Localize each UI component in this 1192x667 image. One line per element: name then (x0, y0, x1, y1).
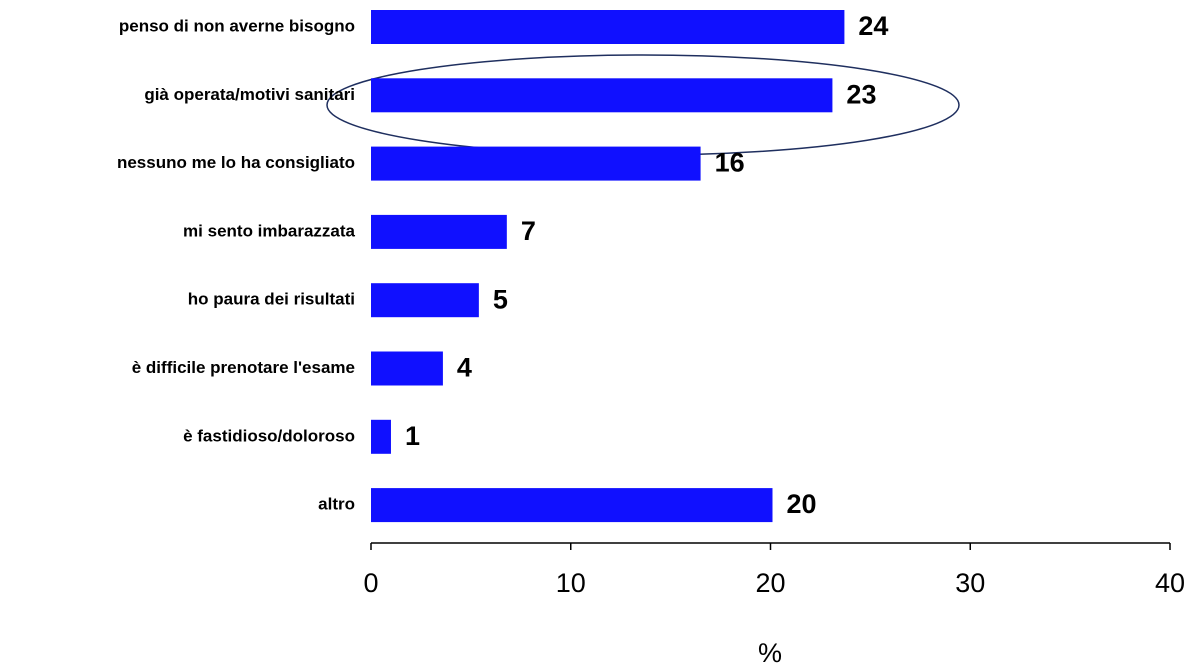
value-label: 23 (846, 79, 876, 109)
x-tick-label: 0 (363, 568, 378, 598)
bar (371, 488, 773, 523)
category-label: mi sento imbarazzata (183, 221, 355, 240)
bar (371, 146, 701, 181)
value-label: 1 (405, 421, 420, 451)
bar (371, 419, 391, 454)
bar (371, 78, 833, 113)
value-label: 5 (493, 284, 508, 314)
x-tick-label: 40 (1155, 568, 1185, 598)
category-label: penso di non averne bisogno (119, 16, 355, 35)
bar (371, 283, 479, 318)
value-label: 4 (457, 353, 472, 383)
value-label: 20 (786, 489, 816, 519)
bar (371, 214, 507, 249)
x-tick-label: 10 (556, 568, 586, 598)
category-label: è fastidioso/doloroso (183, 426, 355, 445)
value-label: 16 (715, 148, 745, 178)
category-label: nessuno me lo ha consigliato (117, 153, 355, 172)
category-label: è difficile prenotare l'esame (132, 358, 355, 377)
bar (371, 351, 443, 386)
x-tick-label: 30 (955, 568, 985, 598)
x-axis-label: % (758, 638, 782, 667)
bar (371, 10, 845, 44)
x-tick-label: 20 (755, 568, 785, 598)
value-label: 7 (521, 216, 536, 246)
category-label: già operata/motivi sanitari (144, 85, 355, 104)
category-label: altro (318, 495, 355, 514)
value-label: 24 (858, 11, 888, 41)
category-label: ho paura dei risultati (188, 290, 355, 309)
